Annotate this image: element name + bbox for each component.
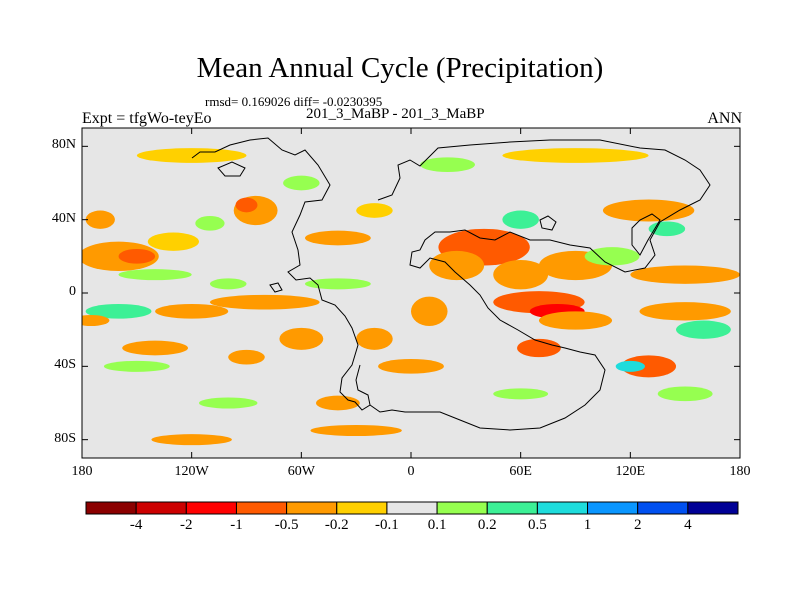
anomaly-patch-42 <box>602 199 695 222</box>
coastline-outlines <box>191 137 711 431</box>
anomaly-patch-6 <box>235 197 258 213</box>
colorbar-label: -0.5 <box>274 517 299 533</box>
anomaly-patch-37 <box>657 386 713 402</box>
anomaly-patch-36 <box>615 360 645 372</box>
coastline-japan <box>631 213 661 256</box>
colorbar-swatch-3 <box>235 501 288 515</box>
x-tick-label: 60E <box>509 464 532 479</box>
anomaly-patch-22 <box>378 359 444 374</box>
anomaly-patch-31 <box>584 247 640 266</box>
x-tick-label: 120W <box>174 464 209 479</box>
y-tick-label: 0 <box>69 284 76 299</box>
anomaly-patch-34 <box>621 355 677 378</box>
colorbar <box>85 501 739 515</box>
colorbar-swatch-0 <box>85 501 137 515</box>
colorbar-swatch-2 <box>185 501 237 515</box>
anomaly-patch-4 <box>195 216 225 231</box>
colorbar-label: 0.2 <box>477 517 497 533</box>
anomaly-patch-20 <box>356 203 393 218</box>
anomaly-patch-17 <box>151 434 232 446</box>
anomaly-patch-21 <box>411 296 448 327</box>
anomaly-patch-41 <box>420 157 475 173</box>
anomaly-patch-18 <box>198 397 258 409</box>
anomaly-patch-19 <box>304 230 371 246</box>
y-tick-label: 40S <box>54 357 76 373</box>
anomaly-patch-16 <box>315 395 360 411</box>
colorbar-swatch-11 <box>637 501 689 515</box>
anomaly-patch-45 <box>304 278 371 290</box>
x-tick-label: 0 <box>407 464 415 479</box>
anomaly-patch-13 <box>103 360 170 372</box>
x-tick-label: 120E <box>615 464 646 479</box>
colorbar-swatch-7 <box>436 501 488 515</box>
anomaly-patch-14 <box>279 327 324 350</box>
anomaly-patch-44 <box>502 210 539 229</box>
colorbar-swatch-1 <box>135 501 187 515</box>
y-tick-marks <box>82 145 740 441</box>
colorbar-label: -2 <box>180 517 193 533</box>
experiment-label: Expt = tfgWo-teyEo <box>82 110 212 127</box>
x-tick-label: 180 <box>729 464 751 479</box>
anomaly-patch-24 <box>429 250 485 281</box>
colorbar-swatch-12 <box>687 501 739 515</box>
y-tick-label: 40N <box>51 210 76 226</box>
colorbar-label: -4 <box>129 517 143 533</box>
coastline-arctic-island <box>269 282 283 293</box>
colorbar-label: -0.2 <box>324 517 349 533</box>
anomaly-patch-8 <box>155 304 229 319</box>
colorbar-swatch-8 <box>486 501 538 515</box>
anomaly-patch-10 <box>82 315 110 326</box>
anomaly-patch-12 <box>228 349 265 365</box>
x-tick-marks <box>81 128 741 458</box>
x-tick-label: 60W <box>287 464 315 479</box>
anomaly-patch-7 <box>209 294 320 310</box>
colorbar-swatch-10 <box>587 501 639 515</box>
colorbar-swatch-4 <box>286 501 338 515</box>
anomaly-patch-47 <box>85 210 115 229</box>
anomaly-patch-15 <box>356 327 393 350</box>
anomaly-patch-35 <box>676 320 731 339</box>
anomaly-patch-40 <box>136 148 247 163</box>
anomaly-patch-46 <box>209 278 247 290</box>
season-label: ANN <box>707 110 742 127</box>
y-tick-label: 80N <box>51 137 76 153</box>
coastline-caspian <box>539 215 557 231</box>
anomaly-patch-49 <box>283 175 320 191</box>
rmsd-diff-stats: rmsd= 0.169026 diff= -0.0230395 <box>205 94 383 109</box>
plot-background <box>82 128 740 458</box>
coastline-americas <box>191 137 371 411</box>
y-tick-label: 80S <box>54 430 76 446</box>
anomaly-patch-1 <box>118 249 156 264</box>
anomaly-patch-9 <box>85 304 152 319</box>
colorbar-label: -0.1 <box>375 517 399 533</box>
colorbar-swatch-6 <box>386 501 438 515</box>
anomaly-patch-39 <box>502 148 649 163</box>
colorbar-label: 4 <box>684 517 692 533</box>
anomaly-patch-3 <box>118 269 192 281</box>
anomaly-patch-29 <box>538 311 613 330</box>
anomaly-patch-48 <box>310 425 402 436</box>
colorbar-swatch-5 <box>336 501 388 515</box>
coastline-greenland <box>217 161 246 177</box>
colorbar-swatch-9 <box>536 501 589 515</box>
anomaly-layer <box>82 148 740 446</box>
colorbar-label: 1 <box>583 517 592 533</box>
anomaly-patch-2 <box>147 232 199 251</box>
anomaly-patch-43 <box>648 221 686 237</box>
anomaly-patch-32 <box>630 265 740 284</box>
anomaly-patch-38 <box>493 388 549 400</box>
colorbar-label: -1 <box>230 517 243 533</box>
colorbar-label: 0.5 <box>528 517 547 533</box>
colorbar-label: 0.1 <box>427 517 447 533</box>
chart-subtitle: 201_3_MaBP - 201_3_MaBP <box>306 106 485 122</box>
anomaly-patch-25 <box>493 260 549 290</box>
anomaly-patch-28 <box>517 338 561 358</box>
chart-title: Mean Annual Cycle (Precipitation) <box>196 52 604 84</box>
coastline-eurasia <box>369 139 711 431</box>
colorbar-label: 2 <box>633 517 642 533</box>
anomaly-patch-33 <box>639 302 731 321</box>
anomaly-patch-11 <box>122 340 189 356</box>
x-tick-label: 180 <box>71 464 93 479</box>
